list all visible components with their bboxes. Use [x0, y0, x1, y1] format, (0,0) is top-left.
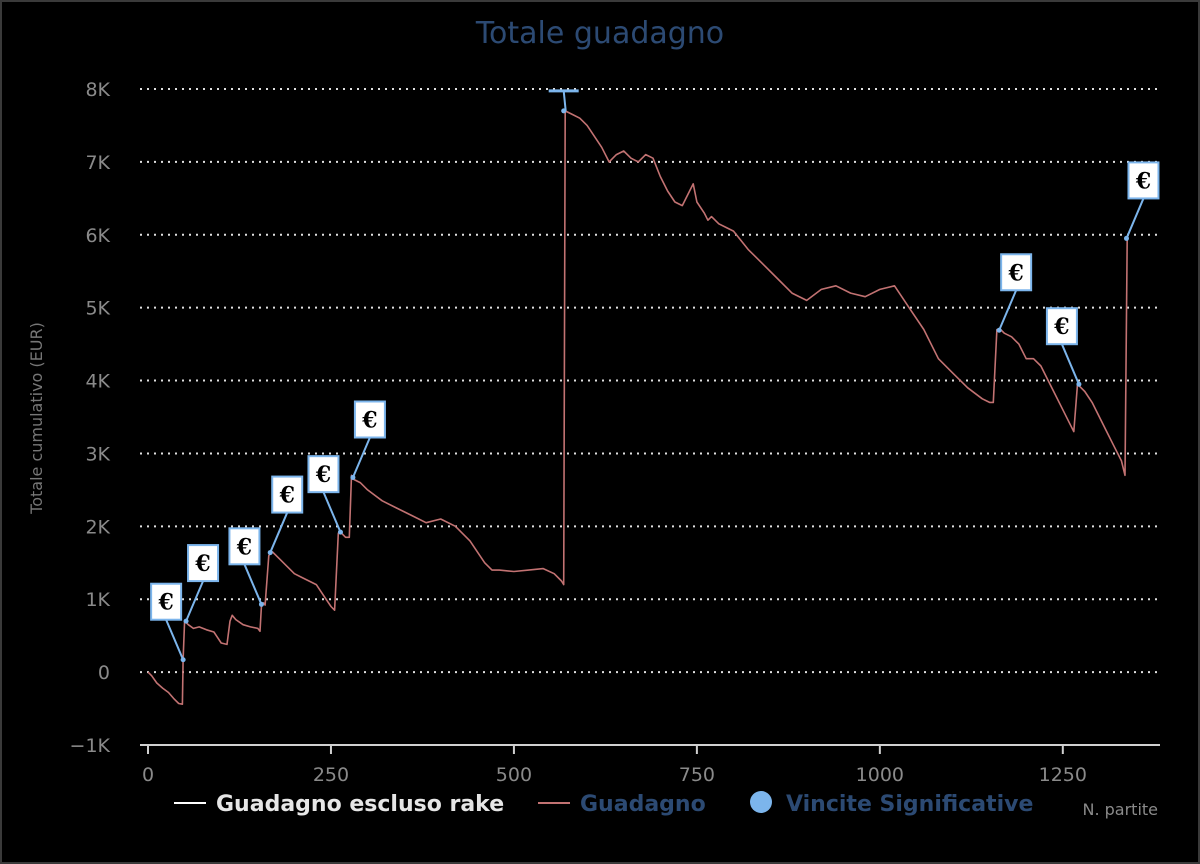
flag-symbol: € — [1053, 314, 1069, 340]
y-tick-label: 5K — [85, 298, 110, 320]
flag-point — [1123, 235, 1129, 241]
flag-box — [271, 475, 304, 514]
flag-box — [1045, 307, 1078, 346]
flag-marker[interactable]: € — [228, 527, 264, 607]
flag-stem — [322, 491, 342, 533]
legend-item-guadagno[interactable]: Guadagno — [538, 792, 706, 817]
y-tick-label: 6K — [85, 225, 110, 247]
flag-stem — [351, 437, 371, 478]
flag-markers: € € € € € € € € € — [150, 89, 1160, 663]
flag-stem — [185, 580, 204, 622]
flag-marker[interactable]: € — [267, 475, 304, 556]
y-tick-label: 0 — [98, 662, 110, 684]
x-tick-label: 0 — [142, 764, 154, 786]
flag-marker[interactable]: € — [150, 582, 186, 663]
legend-item-guadagno-escluso-rake[interactable]: Guadagno escluso rake — [174, 792, 504, 817]
flag-marker[interactable] — [548, 89, 579, 114]
flag-symbol: € — [1135, 168, 1151, 194]
flag-point — [996, 327, 1002, 333]
flag-point — [1076, 381, 1082, 387]
y-tick-label: 7K — [85, 152, 110, 174]
y-axis-label: Totale cumulativo (EUR) — [27, 322, 46, 515]
flag-point — [180, 657, 186, 663]
flag-marker[interactable]: € — [183, 544, 220, 624]
flag-symbol: € — [361, 407, 377, 433]
legend-item-vincite-significative[interactable]: Vincite Significative — [750, 791, 1033, 817]
flag-stem — [165, 619, 185, 661]
flag-point — [350, 474, 356, 480]
x-axis-label: N. partite — [1082, 800, 1158, 819]
legend-label-guadagno: Guadagno — [580, 792, 706, 817]
axes: −1K 0 1K 2K 3K 4K 5K 6K 7K 8K 0 250 500 750 1000 1250 — [70, 79, 1160, 786]
flag-box — [1000, 253, 1033, 292]
flag-symbol: € — [279, 483, 295, 509]
x-tick-label: 250 — [313, 764, 349, 786]
flag-box — [307, 455, 340, 494]
x-tick-label: 750 — [679, 764, 715, 786]
legend-label-vincite-significative: Vincite Significative — [786, 792, 1033, 817]
flag-stem — [269, 512, 289, 553]
flag-symbol: € — [315, 462, 331, 488]
flag-marker[interactable]: € — [307, 455, 343, 535]
flag-stem — [1060, 343, 1080, 385]
y-tick-label: 4K — [85, 371, 110, 393]
flag-box — [1127, 161, 1160, 200]
flag-stem — [1125, 198, 1145, 239]
legend-label-guadagno-escluso-rake: Guadagno escluso rake — [216, 792, 504, 817]
chart-title: Totale guadagno — [475, 16, 724, 51]
flag-stem — [562, 90, 567, 111]
y-tick-label: 8K — [85, 79, 110, 101]
flag-symbol: € — [194, 551, 210, 577]
flag-stem — [243, 563, 263, 605]
flag-point — [561, 108, 567, 114]
flag-marker[interactable]: € — [1045, 307, 1082, 387]
gridlines — [140, 88, 1160, 674]
flag-point — [337, 529, 343, 535]
y-tick-label: 2K — [85, 516, 110, 538]
legend-swatch-vincite-significative — [750, 791, 772, 813]
x-tick-label: 1000 — [856, 764, 904, 786]
flag-symbol: € — [1007, 260, 1023, 286]
flag-point — [267, 550, 273, 556]
y-tick-label: 3K — [85, 443, 110, 465]
x-tick-label: 500 — [496, 764, 532, 786]
legend: Guadagno escluso rake Guadagno Vincite S… — [174, 791, 1033, 817]
x-tick-label: 1250 — [1039, 764, 1087, 786]
flag-marker[interactable]: € — [350, 400, 386, 480]
flag-point — [183, 618, 189, 624]
flag-stem — [998, 289, 1018, 331]
y-tick-label: 1K — [85, 589, 110, 611]
flag-box — [228, 527, 261, 566]
flag-symbol: € — [236, 534, 252, 560]
flag-marker[interactable]: € — [996, 253, 1033, 333]
flag-box — [150, 582, 183, 621]
y-tick-label: −1K — [70, 735, 111, 757]
flag-box — [353, 400, 386, 439]
flag-symbol: € — [157, 590, 173, 616]
flag-marker[interactable]: € — [1123, 161, 1160, 241]
flag-box — [187, 544, 220, 583]
flag-point — [258, 601, 264, 607]
